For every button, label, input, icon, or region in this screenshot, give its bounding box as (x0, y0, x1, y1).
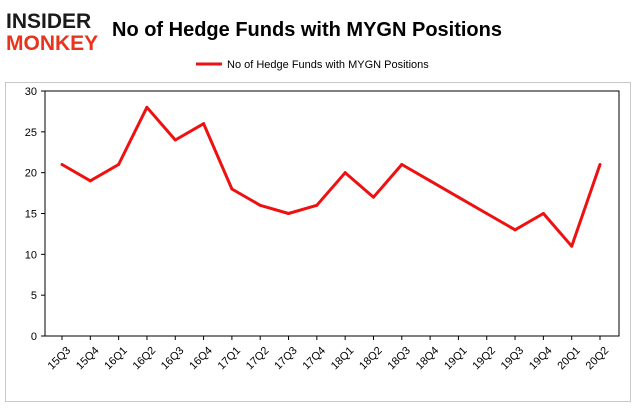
data-point (315, 203, 319, 207)
data-point (230, 187, 234, 191)
data-point (541, 212, 545, 215)
x-tick-label: 18Q4 (414, 345, 442, 373)
x-tick-label: 18Q1 (329, 345, 357, 373)
x-tick-label: 19Q2 (470, 345, 498, 373)
plot-area (44, 90, 620, 337)
x-tick-label: 15Q3 (46, 345, 74, 373)
y-axis: 0 5 10 15 20 25 30 (25, 86, 45, 343)
data-point (343, 171, 347, 175)
data-point (570, 244, 574, 248)
data-point (456, 195, 460, 199)
x-tick-label: 17Q2 (244, 345, 272, 373)
data-point (88, 179, 92, 183)
x-tick-label: 16Q4 (187, 345, 215, 373)
data-point (400, 163, 404, 166)
x-axis: 15Q3 15Q4 16Q1 16Q2 16Q3 16Q4 17Q1 17Q2 17Q3 17Q4… (46, 336, 612, 373)
x-tick-label: 16Q3 (159, 345, 187, 373)
x-tick-label: 17Q3 (272, 345, 300, 373)
x-tick-label: 18Q3 (385, 345, 413, 373)
data-point (145, 105, 149, 109)
insider-monkey-logo: INSIDER MONKEY (6, 10, 98, 55)
y-tick-label: 25 (25, 127, 37, 139)
data-point (117, 163, 121, 166)
data-point (428, 179, 432, 183)
series-layer (60, 105, 602, 248)
data-point (258, 203, 262, 207)
x-tick-label: 15Q4 (74, 345, 102, 373)
y-tick-label: 5 (31, 290, 37, 302)
x-tick-label: 20Q1 (555, 345, 583, 373)
chart-title: No of Hedge Funds with MYGN Positions (112, 19, 502, 41)
data-point (371, 195, 375, 199)
x-tick-label: 17Q4 (301, 345, 329, 373)
x-tick-label: 19Q4 (527, 345, 555, 373)
series-line (61, 105, 602, 248)
x-tick-label: 19Q1 (442, 345, 470, 373)
x-tick-label: 16Q2 (131, 345, 159, 373)
outer-frame (5, 82, 631, 402)
x-tick-label: 19Q3 (499, 345, 527, 373)
x-tick-label: 18Q2 (357, 345, 385, 373)
legend-label: No of Hedge Funds with MYGN Positions (227, 59, 429, 71)
x-tick-label: 16Q1 (102, 345, 130, 373)
y-tick-label: 0 (31, 331, 37, 343)
data-point (173, 138, 177, 142)
logo-line-2: MONKEY (6, 32, 98, 55)
y-tick-label: 15 (25, 209, 37, 221)
data-point (485, 212, 489, 215)
y-tick-label: 30 (25, 86, 37, 98)
y-tick-label: 20 (25, 168, 37, 180)
x-tick-label: 17Q1 (216, 345, 244, 373)
data-point (202, 122, 206, 126)
data-point (287, 212, 291, 215)
data-point (60, 163, 64, 166)
logo-line-1: INSIDER (6, 10, 91, 33)
x-tick-label: 20Q2 (584, 345, 612, 373)
legend: No of Hedge Funds with MYGN Positions (196, 59, 429, 71)
y-tick-label: 10 (25, 249, 37, 261)
data-point (598, 163, 602, 166)
data-point (513, 228, 517, 232)
